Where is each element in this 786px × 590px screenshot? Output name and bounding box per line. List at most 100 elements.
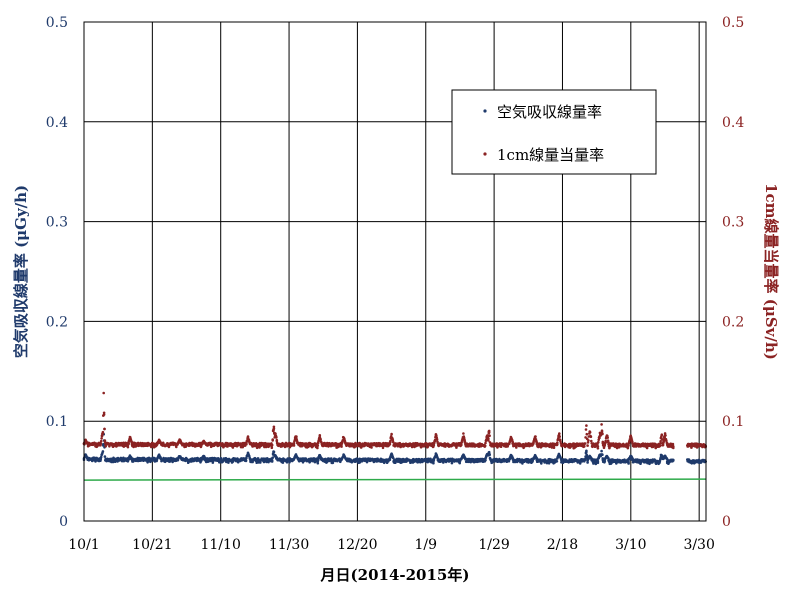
- air-dose-point: [521, 462, 524, 465]
- air-dose-point: [484, 459, 487, 462]
- air-dose-point: [93, 456, 96, 460]
- dose-1cm-point: [664, 434, 667, 437]
- x-tick-label: 3/30: [683, 537, 714, 553]
- dose-1cm-point: [316, 446, 319, 450]
- air-dose-point: [487, 450, 491, 454]
- dose-1cm-point: [663, 432, 667, 435]
- x-tick-label: 11/10: [201, 537, 241, 553]
- dose-1cm-point: [606, 436, 609, 439]
- dose-1cm-point: [598, 436, 601, 440]
- dose-1cm-point: [389, 440, 392, 444]
- legend-marker-air-dose: [483, 109, 487, 113]
- dose-1cm-point: [270, 446, 274, 450]
- x-tick-label: 10/21: [132, 537, 172, 553]
- x-tick-label: 11/30: [269, 537, 309, 553]
- dose-1cm-point: [388, 442, 392, 446]
- air-dose-point: [270, 460, 274, 463]
- air-dose-point: [578, 462, 582, 465]
- dose-1cm-point: [552, 446, 556, 450]
- dose-1cm-point: [601, 432, 604, 436]
- dose-1cm-point: [99, 439, 103, 443]
- dose-1cm-point: [672, 446, 675, 450]
- air-dose-point: [458, 461, 462, 465]
- dose-1cm-point: [604, 441, 607, 444]
- series-green-line: [83, 478, 707, 481]
- dose-1cm-point: [390, 432, 393, 436]
- dose-1cm-point: [583, 442, 587, 445]
- legend-box: [451, 89, 657, 175]
- air-dose-point: [101, 450, 105, 453]
- dose-1cm-point: [603, 443, 607, 447]
- y-right-tick-label: 0.2: [722, 314, 744, 330]
- y-right-tick-label: 0: [722, 514, 731, 530]
- air-dose-point: [103, 455, 107, 458]
- air-dose-point: [426, 460, 430, 464]
- dose-1cm-point: [370, 446, 373, 449]
- dose-1cm-point: [487, 431, 491, 434]
- dose-1cm-point: [499, 445, 503, 449]
- air-dose-point: [666, 458, 669, 462]
- dose-1cm-point: [340, 445, 343, 448]
- dose-1cm-point: [586, 444, 589, 447]
- y-left-tick-label: 0.3: [46, 215, 68, 231]
- air-dose-point: [259, 461, 262, 464]
- dose-1cm-point: [275, 436, 278, 439]
- air-dose-point: [596, 461, 600, 465]
- dose-1cm-point: [132, 445, 135, 449]
- y-right-tick-label: 0.5: [722, 15, 744, 31]
- dose-1cm-point: [102, 413, 106, 416]
- dose-1cm-point: [558, 432, 561, 435]
- dose-1cm-point: [584, 428, 588, 431]
- air-dose-point: [272, 450, 276, 454]
- air-dose-point: [488, 453, 491, 457]
- dose-1cm-point: [589, 435, 593, 439]
- dose-1cm-point: [295, 435, 298, 438]
- dose-1cm-point: [558, 435, 561, 438]
- y-left-tick-label: 0.2: [46, 314, 68, 330]
- air-dose-point: [594, 462, 598, 466]
- y-axis-left-title: 空気吸収線量率 (μGy/h): [12, 185, 30, 358]
- x-tick-label: 10/1: [68, 537, 99, 553]
- dose-1cm-point: [486, 434, 489, 437]
- dose-1cm-point: [515, 446, 518, 449]
- dose-1cm-point: [318, 434, 322, 437]
- dose-1cm-point: [508, 439, 512, 443]
- air-dose-point: [316, 461, 320, 465]
- dose-1cm-point: [462, 432, 465, 435]
- dose-1cm-point: [596, 445, 600, 448]
- air-dose-point: [225, 460, 228, 464]
- air-dose-point: [450, 461, 454, 465]
- x-axis-title: 月日(2014-2015年): [320, 566, 470, 584]
- dose-1cm-point: [391, 440, 395, 444]
- air-dose-point: [168, 460, 172, 463]
- air-dose-point: [601, 453, 604, 457]
- y-left-tick-label: 0.4: [46, 115, 68, 131]
- dose-1cm-point: [102, 391, 105, 395]
- dose-1cm-point: [586, 441, 590, 444]
- y-left-tick-label: 0.5: [46, 15, 68, 31]
- dose-1cm-point: [488, 434, 491, 438]
- dose-1cm-point: [455, 446, 458, 449]
- y-axis-left-ticks: 0 0.1 0.2 0.3 0.4 0.5: [46, 15, 68, 530]
- dose-1cm-point: [460, 443, 463, 447]
- dose-1cm-point: [126, 445, 130, 449]
- air-dose-point: [281, 461, 285, 464]
- y-left-tick-label: 0.1: [46, 414, 68, 430]
- air-dose-point: [416, 461, 420, 464]
- series-1cm-dose-equivalent-rate: [82, 391, 707, 450]
- dose-1cm-point: [597, 440, 600, 444]
- dose-1cm-point: [645, 446, 649, 450]
- dose-1cm-point: [587, 439, 590, 442]
- dose-1cm-point: [627, 443, 630, 447]
- dose-1cm-point: [590, 439, 593, 443]
- air-dose-point: [146, 461, 149, 464]
- dose-1cm-point: [231, 446, 235, 449]
- dose-1cm-point: [101, 431, 105, 435]
- dose-1cm-point: [662, 439, 666, 443]
- dose-1cm-point: [270, 443, 274, 447]
- dose-1cm-point: [272, 427, 276, 430]
- dose-1cm-point: [588, 430, 592, 434]
- air-dose-point: [586, 461, 589, 464]
- dose-1cm-point: [483, 444, 487, 448]
